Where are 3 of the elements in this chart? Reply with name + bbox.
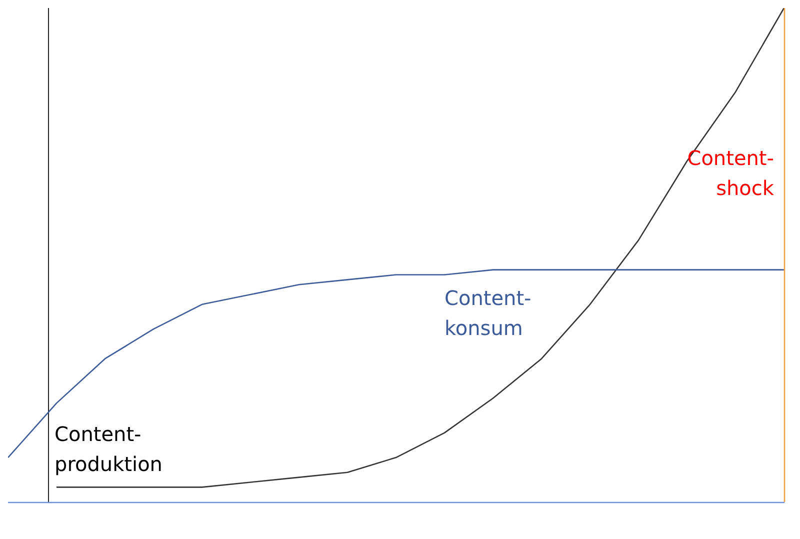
series-label: Content-produktion bbox=[54, 422, 162, 476]
series-label: Content-konsum bbox=[444, 286, 532, 340]
annotation: Content-shock bbox=[687, 146, 774, 200]
